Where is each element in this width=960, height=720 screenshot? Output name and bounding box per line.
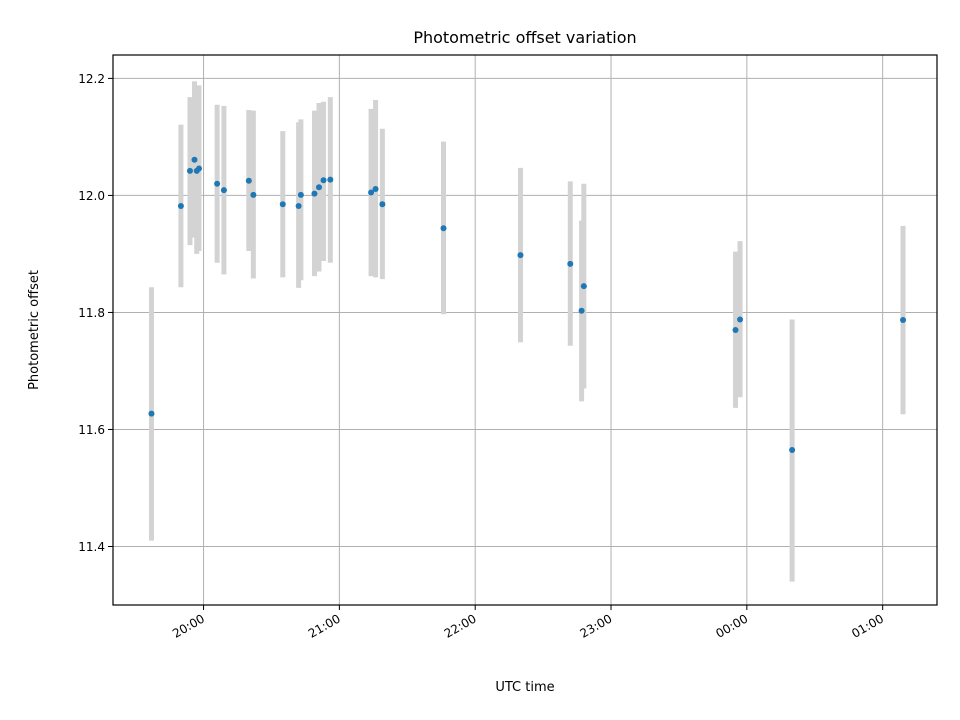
y-tick-label: 11.6 (78, 423, 105, 437)
data-point (567, 260, 574, 267)
x-axis-label: UTC time (495, 680, 554, 695)
data-point (297, 191, 304, 198)
data-point (245, 177, 252, 184)
data-point (327, 176, 334, 183)
data-point (295, 202, 302, 209)
data-point (191, 156, 198, 163)
data-point (900, 317, 907, 324)
data-point (732, 327, 739, 333)
data-point (177, 202, 184, 209)
data-point (320, 177, 327, 184)
data-point (148, 410, 155, 417)
data-point (737, 316, 744, 323)
data-point (186, 167, 193, 174)
data-points (148, 156, 907, 453)
data-point (196, 165, 203, 172)
y-axis-label: Photometric offset (27, 270, 42, 390)
data-point (578, 307, 585, 314)
y-tick-label: 12.2 (78, 72, 105, 86)
data-point (789, 446, 796, 453)
chart-title: Photometric offset variation (413, 28, 636, 47)
data-point (379, 201, 386, 208)
data-point (316, 184, 322, 191)
data-point (580, 283, 587, 290)
data-point (220, 187, 227, 194)
data-point (311, 190, 318, 197)
data-point (214, 180, 221, 187)
data-point (372, 185, 379, 192)
data-point (517, 252, 524, 259)
plot-area-frame (112, 54, 938, 606)
data-point (368, 189, 375, 196)
data-point (440, 225, 447, 232)
y-axis-ticks: 11.4 11.6 11.8 12.0 12.2 (78, 72, 113, 554)
y-tick-label: 11.4 (78, 540, 105, 554)
y-tick-label: 11.8 (78, 306, 105, 320)
grid-lines (113, 55, 937, 605)
y-tick-label: 12.0 (78, 189, 105, 203)
data-point (250, 191, 257, 198)
data-point (279, 201, 286, 208)
